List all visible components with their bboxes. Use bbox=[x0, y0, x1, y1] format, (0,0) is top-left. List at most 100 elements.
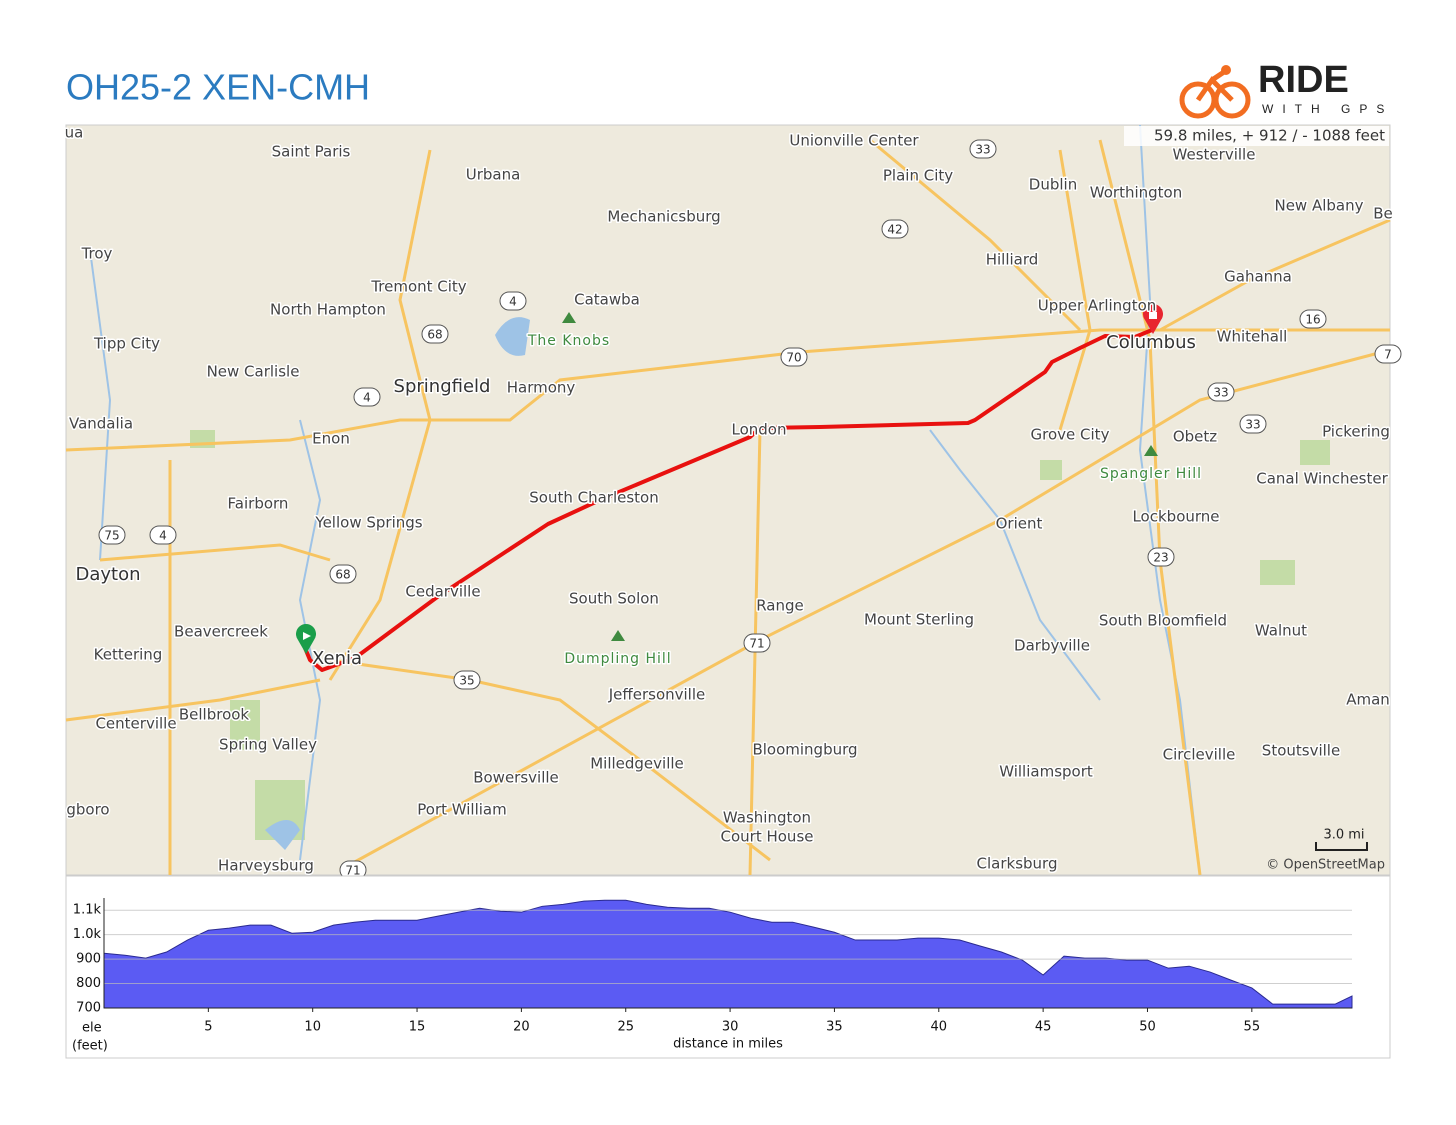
place-label: Dayton bbox=[75, 564, 140, 585]
place-label: Walnut bbox=[1255, 622, 1307, 640]
scale-label: 3.0 mi bbox=[1323, 828, 1364, 843]
logo-wheel bbox=[1213, 81, 1251, 119]
place-label: South Bloomfield bbox=[1099, 612, 1227, 630]
x-tick-label: 15 bbox=[409, 1020, 426, 1035]
map-background bbox=[65, 124, 1391, 876]
x-tick-label: 25 bbox=[617, 1020, 634, 1035]
route-shield bbox=[780, 347, 808, 367]
place-label: Mount Sterling bbox=[864, 611, 974, 629]
x-tick-label: 50 bbox=[1139, 1020, 1156, 1035]
y-tick-label: 1.0k bbox=[73, 927, 102, 942]
place-label: gboro bbox=[66, 801, 109, 819]
route-shield bbox=[1239, 414, 1267, 434]
place-label: New Carlisle bbox=[207, 363, 300, 381]
place-label: Kettering bbox=[94, 646, 163, 664]
place-label: Range bbox=[756, 597, 804, 615]
route-shield-label: 68 bbox=[335, 568, 350, 582]
place-label: Saint Paris bbox=[272, 143, 351, 161]
place-label: South Solon bbox=[569, 590, 659, 608]
place-label: Jeffersonville bbox=[608, 686, 706, 704]
y-tick-label: 800 bbox=[76, 976, 101, 991]
logo-text: RIDE bbox=[1258, 59, 1349, 101]
place-label: Grove City bbox=[1031, 426, 1110, 444]
x-tick-label: 55 bbox=[1244, 1020, 1261, 1035]
place-label: Tremont City bbox=[370, 278, 466, 296]
peak-label: Dumpling Hill bbox=[564, 651, 671, 667]
peak-label: The Knobs bbox=[527, 333, 610, 349]
place-label: Catawba bbox=[574, 291, 640, 309]
place-label: Beavercreek bbox=[174, 623, 268, 641]
route-shield bbox=[453, 670, 481, 690]
lake bbox=[265, 820, 300, 850]
place-label: South Charleston bbox=[529, 489, 658, 507]
map: ua Saint Paris Urbana Unionville Center Plai… bbox=[63, 122, 1402, 880]
route-shield-label: 4 bbox=[363, 391, 371, 405]
x-tick-label: 5 bbox=[204, 1020, 212, 1035]
route-shield bbox=[1374, 344, 1402, 364]
x-tick-label: 45 bbox=[1035, 1020, 1052, 1035]
place-label: Bloomingburg bbox=[752, 741, 857, 759]
route-shield-label: 42 bbox=[887, 223, 902, 237]
place-label: Vandalia bbox=[69, 415, 133, 433]
place-label: Urbana bbox=[466, 166, 521, 184]
x-axis-label: distance in miles bbox=[673, 1037, 783, 1052]
route-shield-label: 4 bbox=[509, 295, 517, 309]
place-label: Whitehall bbox=[1217, 328, 1288, 346]
route-shield bbox=[98, 525, 126, 545]
place-label: Bellbrook bbox=[179, 706, 250, 724]
place-label: Milledgeville bbox=[590, 755, 684, 773]
place-label: Westerville bbox=[1173, 146, 1256, 164]
place-label: Upper Arlington bbox=[1038, 297, 1157, 315]
route-shield-label: 71 bbox=[345, 864, 360, 878]
x-tick-label: 10 bbox=[304, 1020, 321, 1035]
place-label: Harveysburg bbox=[218, 857, 314, 875]
x-tick-label: 20 bbox=[513, 1020, 530, 1035]
route-shield-label: 33 bbox=[975, 143, 990, 157]
place-label: Centerville bbox=[95, 715, 176, 733]
place-label: Hilliard bbox=[986, 251, 1039, 269]
place-label: Fairborn bbox=[228, 495, 289, 513]
place-label: Enon bbox=[312, 430, 350, 448]
route-shield bbox=[353, 387, 381, 407]
route-shield bbox=[1299, 309, 1327, 329]
route-shield bbox=[969, 139, 997, 159]
route-shield-label: 70 bbox=[786, 351, 801, 365]
place-label: Bowersville bbox=[473, 769, 559, 787]
route-shield-label: 4 bbox=[159, 529, 167, 543]
x-tick-label: 30 bbox=[722, 1020, 739, 1035]
logo-head bbox=[1221, 65, 1231, 75]
x-tick-label: 40 bbox=[931, 1020, 948, 1035]
route-shield-label: 33 bbox=[1213, 386, 1228, 400]
place-label: Mechanicsburg bbox=[607, 208, 720, 226]
y-tick-label: 700 bbox=[76, 1001, 101, 1016]
place-label: New Albany bbox=[1274, 197, 1363, 215]
place-label: Springfield bbox=[394, 376, 491, 397]
y-tick-label: 1.1k bbox=[73, 903, 102, 918]
route-shield bbox=[1207, 382, 1235, 402]
place-label: Troy bbox=[81, 245, 113, 263]
route-shield bbox=[1147, 547, 1175, 567]
route-shield-label: 75 bbox=[104, 529, 119, 543]
map-labels: ua Saint Paris Urbana Unionville Center Plai… bbox=[63, 122, 1402, 880]
place-label: Tipp City bbox=[93, 335, 160, 353]
place-label: Circleville bbox=[1163, 746, 1236, 764]
place-label: Gahanna bbox=[1224, 268, 1292, 286]
attribution: © OpenStreetMap bbox=[1266, 858, 1385, 873]
place-label: Aman bbox=[1346, 691, 1390, 709]
place-label: ua bbox=[65, 124, 84, 142]
route-shield-label: 68 bbox=[427, 328, 442, 342]
place-label: North Hampton bbox=[270, 301, 386, 319]
place-label: Yellow Springs bbox=[314, 514, 422, 532]
place-label: Clarksburg bbox=[977, 855, 1058, 873]
place-label: Columbus bbox=[1106, 332, 1196, 353]
elevation-area bbox=[103, 899, 1353, 1009]
place-label: Port William bbox=[417, 801, 506, 819]
route-shield bbox=[149, 525, 177, 545]
route-line bbox=[303, 328, 1153, 672]
place-label: Stoutsville bbox=[1262, 742, 1340, 760]
place-label: Unionville Center bbox=[789, 132, 919, 150]
peak-label: Spangler Hill bbox=[1100, 466, 1202, 482]
route-shield-label: 7 bbox=[1384, 348, 1392, 362]
peak-icon bbox=[611, 630, 625, 641]
